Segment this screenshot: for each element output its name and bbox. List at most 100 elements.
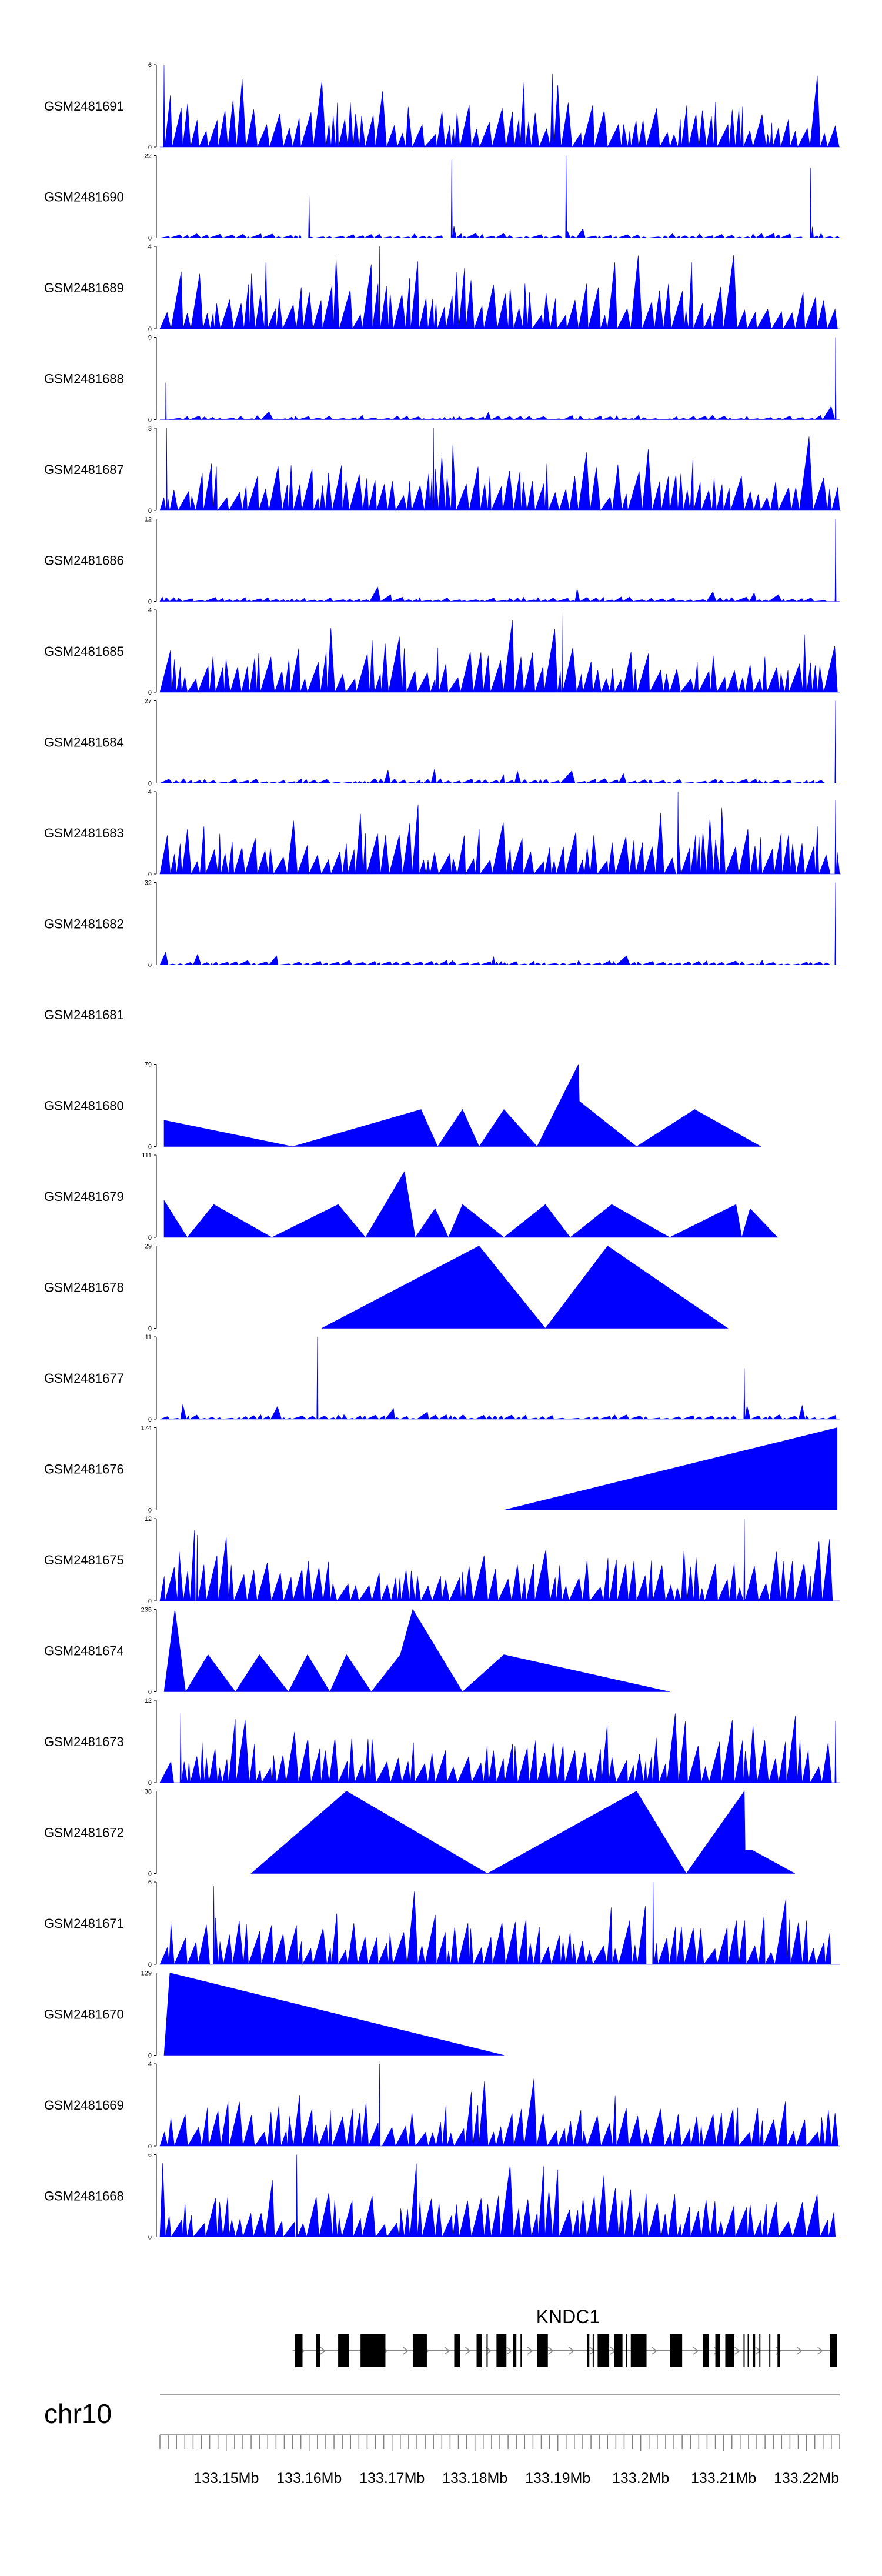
y-min-label: 0 <box>148 1144 152 1151</box>
gene-exon <box>520 2334 522 2367</box>
track-gsm2481681: GSM2481681 <box>44 1007 124 1022</box>
strand-arrow <box>589 2347 596 2355</box>
signal-area <box>163 1609 670 1693</box>
y-min-label: 0 <box>148 1507 152 1514</box>
y-max-label: 32 <box>145 880 152 887</box>
x-tick-label: 133.19Mb <box>525 2470 590 2487</box>
track-gsm2481680: GSM2481680 79 0 <box>44 1062 762 1151</box>
y-max-label: 111 <box>142 1152 152 1159</box>
track-gsm2481682: GSM2481682 32 0 <box>44 880 840 969</box>
gene-exon <box>725 2334 734 2367</box>
y-min-label: 0 <box>148 599 152 606</box>
track-gsm2481684: GSM2481684 27 0 <box>44 698 840 788</box>
track-gsm2481677: GSM2481677 11 0 <box>44 1334 840 1423</box>
strand-arrow <box>403 2347 409 2355</box>
genome-axis: chr10 133.15Mb 133.16Mb 133.17Mb 133.18Mb 133… <box>44 2394 840 2487</box>
y-max-label: 6 <box>148 62 152 69</box>
track-gsm2481691: GSM2481691 6 0 <box>44 62 840 151</box>
track-label: GSM2481676 <box>44 1462 124 1477</box>
gene-track: KNDC1 <box>292 2306 837 2367</box>
signal-area <box>159 155 841 239</box>
x-tick-label: 133.22Mb <box>774 2470 839 2487</box>
signal-area <box>163 1973 505 2056</box>
signal-area <box>159 1712 840 1784</box>
track-gsm2481668: GSM2481668 6 0 <box>44 2152 840 2241</box>
signal-area <box>159 609 840 693</box>
track-gsm2481685: GSM2481685 4 0 <box>44 607 840 696</box>
y-min-label: 0 <box>148 1326 152 1333</box>
y-max-label: 12 <box>145 516 152 523</box>
track-gsm2481674: GSM2481674 235 0 <box>44 1607 670 1696</box>
y-min-label: 0 <box>148 508 152 515</box>
track-label: GSM2481675 <box>44 1553 124 1567</box>
gene-name: KNDC1 <box>536 2306 600 2327</box>
track-label: GSM2481677 <box>44 1371 124 1386</box>
y-min-label: 0 <box>148 144 152 151</box>
signal-tracks: GSM248169160GSM2481690220GSM248168940GSM… <box>44 62 841 2241</box>
signal-area <box>159 700 840 784</box>
y-min-label: 0 <box>148 780 152 788</box>
signal-area <box>159 1518 840 1602</box>
signal-area <box>321 1246 729 1329</box>
track-gsm2481671: GSM2481671 6 0 <box>44 1879 840 1968</box>
y-max-label: 4 <box>148 607 152 614</box>
signal-area <box>159 246 840 330</box>
y-max-label: 174 <box>141 1425 152 1432</box>
gene-exon <box>486 2334 488 2367</box>
gene-exon <box>747 2334 749 2367</box>
y-max-label: 6 <box>148 1879 152 1886</box>
track-gsm2481686: GSM2481686 12 0 <box>44 516 840 606</box>
y-min-label: 0 <box>148 235 152 242</box>
gene-exon <box>715 2334 720 2367</box>
signal-area <box>159 1881 840 1966</box>
track-label: GSM2481671 <box>44 1916 124 1931</box>
strand-arrow <box>465 2347 471 2355</box>
y-min-label: 0 <box>148 1234 152 1242</box>
gene-exon <box>513 2334 517 2367</box>
track-label: GSM2481683 <box>44 826 124 840</box>
signal-area <box>160 337 840 421</box>
signal-area <box>159 882 840 966</box>
gene-exon <box>769 2334 771 2367</box>
gene-exon <box>626 2334 627 2367</box>
track-gsm2481683: GSM2481683 4 0 <box>44 789 841 878</box>
signal-area <box>159 519 840 602</box>
track-label: GSM2481673 <box>44 1734 124 1749</box>
gene-exon <box>338 2334 349 2367</box>
track-gsm2481690: GSM2481690 22 0 <box>44 153 841 242</box>
gene-exon <box>295 2334 303 2367</box>
x-tick-label: 133.15Mb <box>193 2470 259 2487</box>
track-label: GSM2481680 <box>44 1099 124 1113</box>
track-gsm2481679: GSM2481679 111 0 <box>44 1152 778 1242</box>
gene-exon <box>743 2334 745 2367</box>
y-min-label: 0 <box>148 417 152 424</box>
signal-area <box>159 1336 840 1420</box>
track-gsm2481688: GSM2481688 9 0 <box>44 335 840 424</box>
gene-exon <box>454 2334 460 2367</box>
track-gsm2481670: GSM2481670 129 0 <box>44 1970 505 2060</box>
track-gsm2481678: GSM2481678 29 0 <box>44 1243 729 1333</box>
signal-area <box>160 64 840 148</box>
signal-area <box>503 1427 838 1510</box>
track-label: GSM2481689 <box>44 281 124 295</box>
track-label: GSM2481691 <box>44 99 124 114</box>
y-min-label: 0 <box>148 689 152 696</box>
gene-exon <box>476 2334 482 2367</box>
track-label: GSM2481670 <box>44 2007 124 2022</box>
gene-exon <box>670 2334 683 2367</box>
chromosome-label: chr10 <box>44 2398 112 2429</box>
track-label: GSM2481688 <box>44 372 124 386</box>
x-tick-label: 133.16Mb <box>276 2470 342 2487</box>
y-max-label: 11 <box>145 1334 152 1341</box>
track-gsm2481675: GSM2481675 12 0 <box>44 1516 840 1605</box>
y-max-label: 29 <box>145 1243 152 1250</box>
y-min-label: 0 <box>148 1871 152 1878</box>
y-max-label: 22 <box>145 153 152 160</box>
gene-exon <box>614 2334 623 2367</box>
track-gsm2481676: GSM2481676 174 0 <box>44 1425 838 1514</box>
signal-area <box>159 791 841 875</box>
strand-arrow <box>693 2347 699 2355</box>
y-max-label: 27 <box>145 698 152 705</box>
gene-exon <box>630 2334 647 2367</box>
